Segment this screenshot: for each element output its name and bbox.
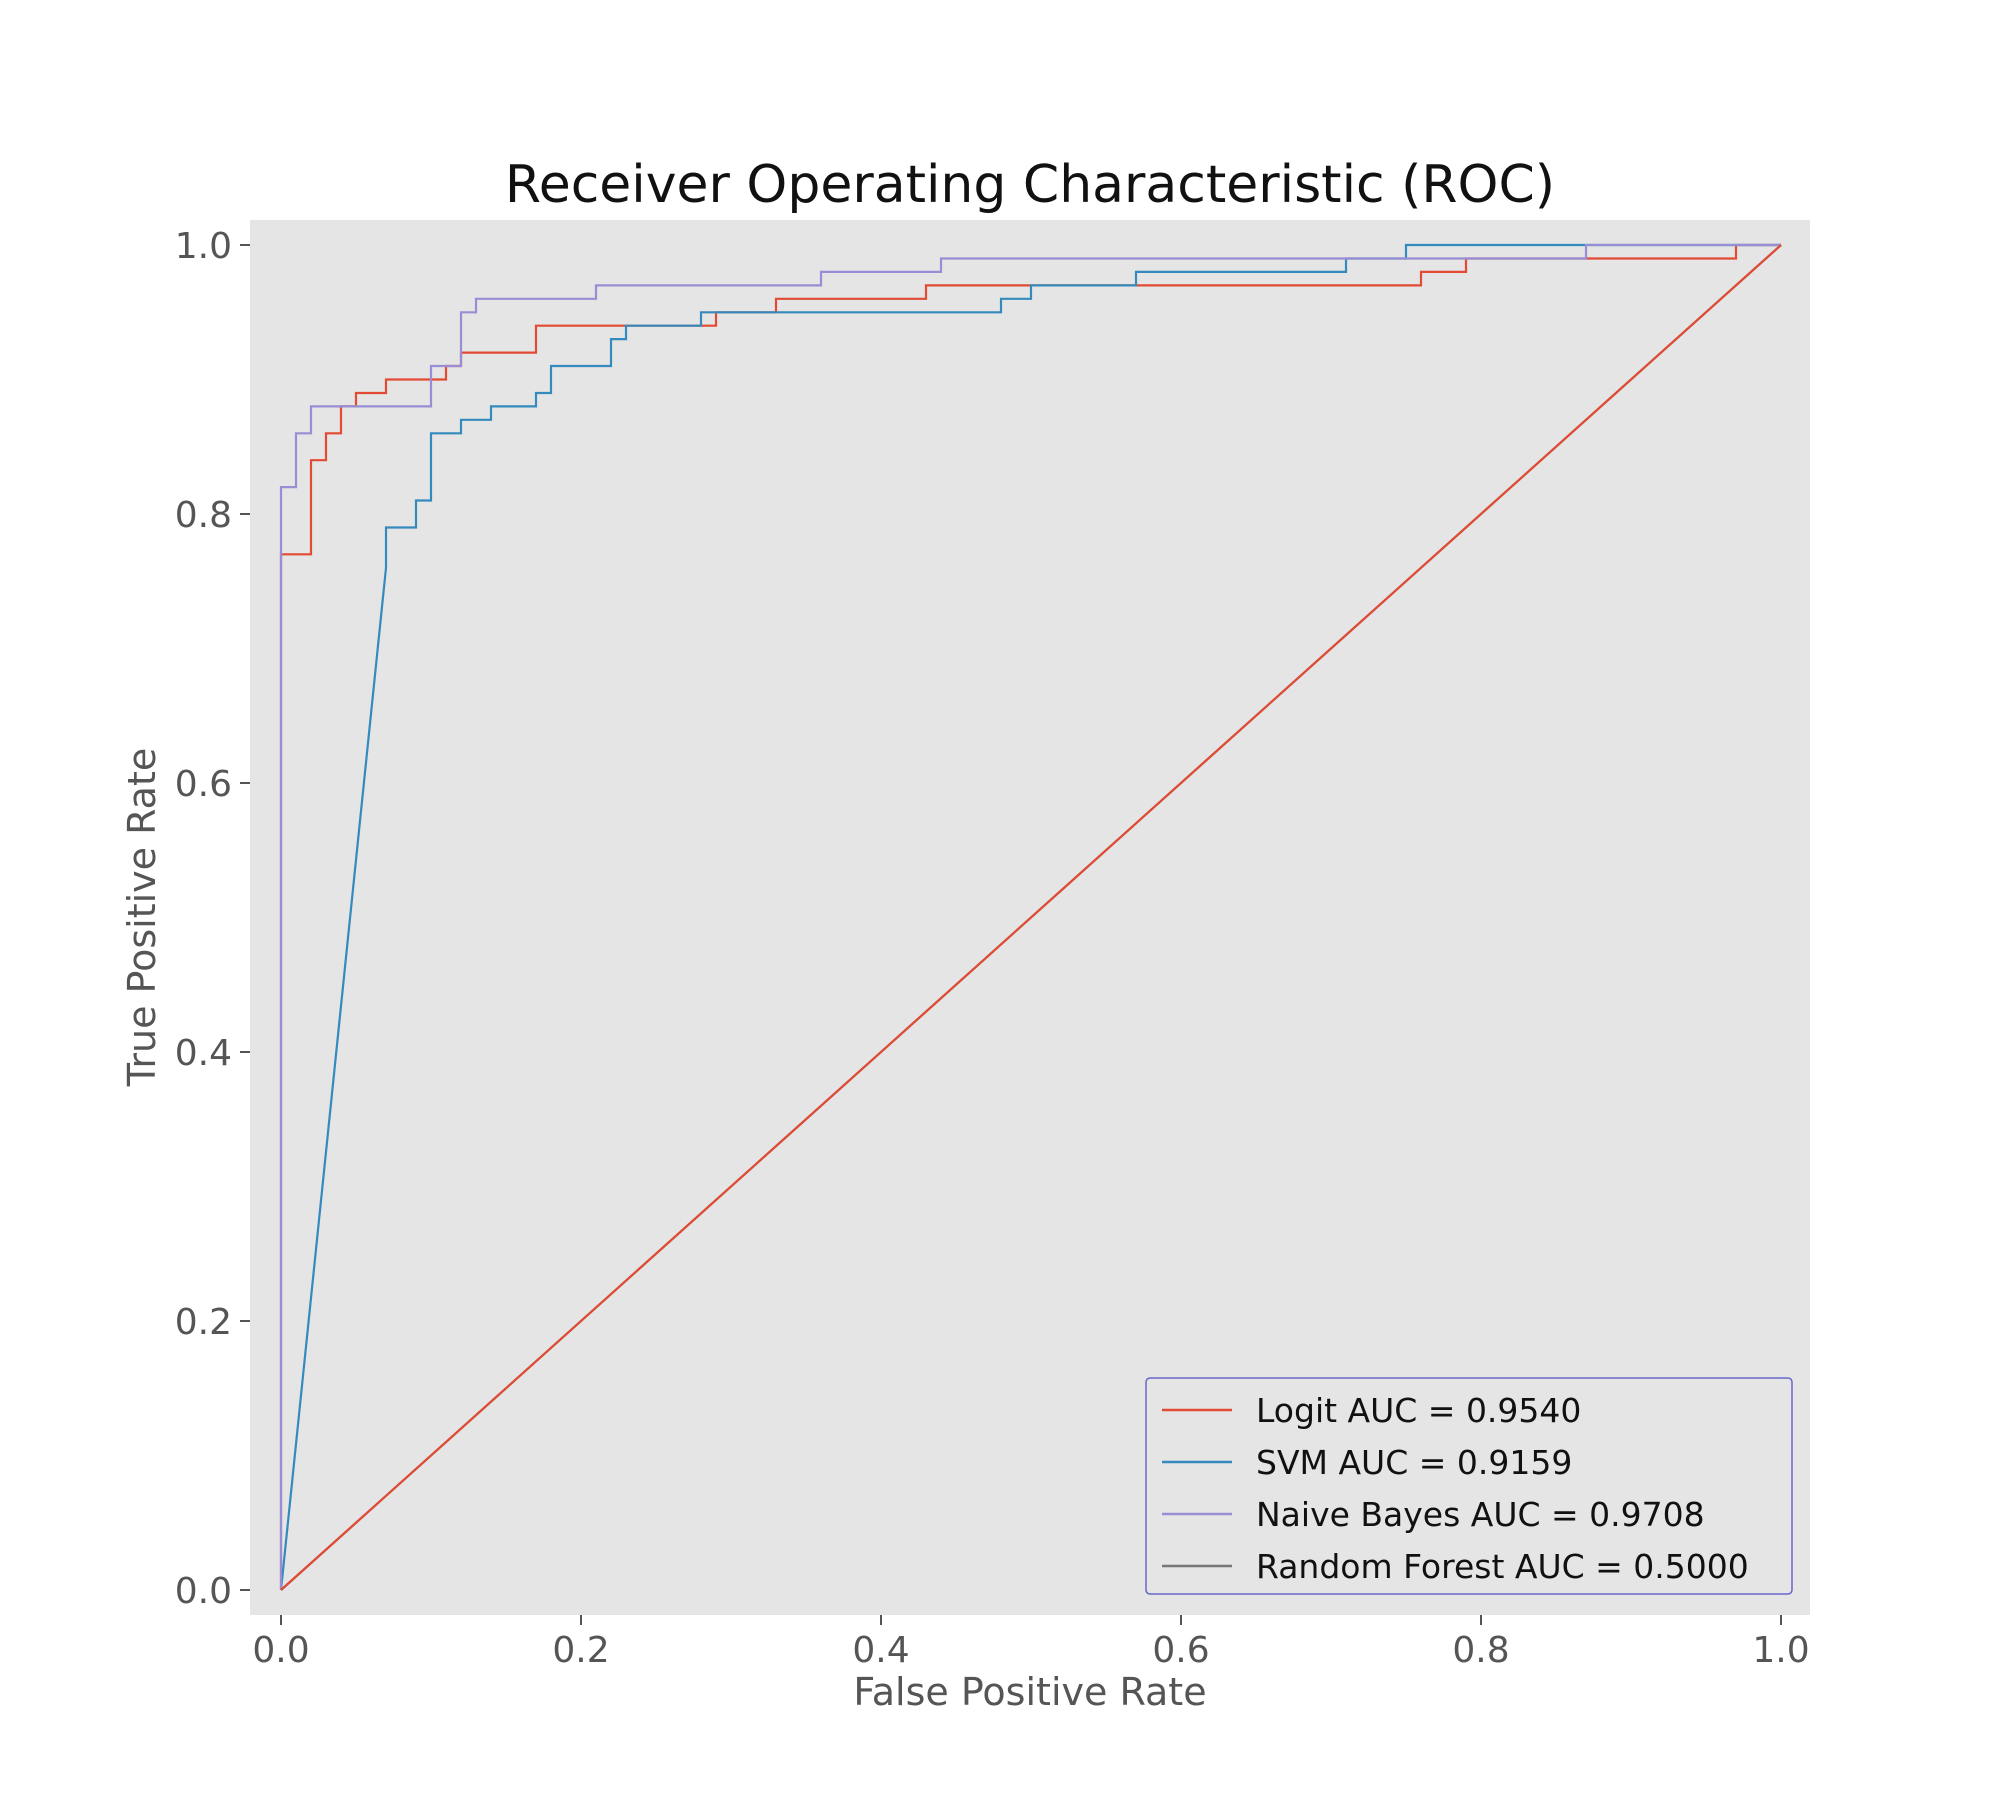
x-axis: 0.0 0.2 0.4 0.6 0.8 1.0 <box>252 1615 1810 1671</box>
y-tick-label: 0.2 <box>175 1302 232 1343</box>
y-tick-label: 1.0 <box>175 226 232 267</box>
reference-diagonal-line <box>280 244 1782 1591</box>
x-tick-label: 0.8 <box>1452 1630 1509 1671</box>
y-axis: 0.0 0.2 0.4 0.6 0.8 1.0 <box>175 226 250 1612</box>
legend-box <box>1145 1377 1793 1595</box>
y-tick-label: 0.0 <box>175 1571 232 1612</box>
x-tick-label: 0.2 <box>552 1630 609 1671</box>
legend-label: SVM AUC = 0.9159 <box>1256 1443 1572 1482</box>
series-line-1 <box>279 243 1781 1591</box>
legend-label: Naive Bayes AUC = 0.9708 <box>1256 1495 1705 1534</box>
legend: Logit AUC = 0.9540 SVM AUC = 0.9159 Naive … <box>1145 1377 1793 1595</box>
y-tick-label: 0.6 <box>175 764 232 805</box>
legend-label: Random Forest AUC = 0.5000 <box>1256 1547 1749 1586</box>
x-axis-label: False Positive Rate <box>853 1670 1206 1714</box>
x-tick-label: 0.4 <box>852 1630 909 1671</box>
x-tick-label: 0.0 <box>252 1630 309 1671</box>
series-lines <box>279 243 1782 1591</box>
legend-label: Logit AUC = 0.9540 <box>1256 1391 1581 1430</box>
x-tick-label: 0.6 <box>1152 1630 1209 1671</box>
x-tick-label: 1.0 <box>1752 1630 1809 1671</box>
y-tick-label: 0.8 <box>175 495 232 536</box>
y-axis-label: True Positive Rate <box>120 748 164 1088</box>
chart-title: Receiver Operating Characteristic (ROC) <box>505 155 1555 215</box>
series-line-2 <box>279 243 1781 1590</box>
y-tick-label: 0.4 <box>175 1033 232 1074</box>
